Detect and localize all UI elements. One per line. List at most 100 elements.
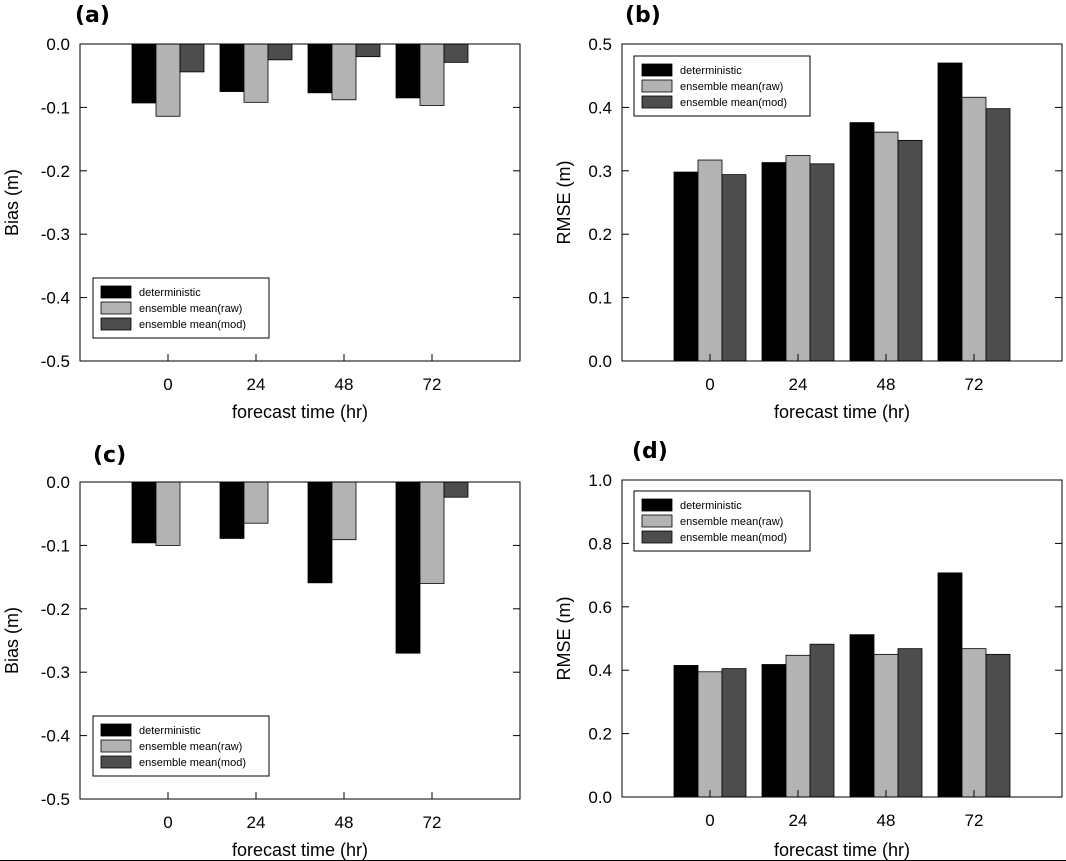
bar-deterministic-48 — [307, 481, 333, 584]
y-axis-title: RMSE (m) — [554, 161, 574, 245]
bar-deterministic-0 — [673, 665, 699, 798]
x-tick-label: 48 — [335, 813, 354, 832]
x-axis-title: forecast time (hr) — [774, 402, 910, 422]
bar-ensemble-mean-raw--0 — [155, 43, 181, 117]
bar-deterministic-0 — [131, 481, 157, 544]
bar-ensemble-mean-raw--72 — [419, 43, 445, 106]
x-axis-title: forecast time (hr) — [232, 402, 368, 422]
legend-swatch — [100, 285, 132, 299]
y-tick-label: 0.6 — [588, 598, 612, 617]
bar-ensemble-mean-raw--24 — [243, 43, 269, 103]
bar-deterministic-72 — [395, 481, 421, 654]
legend-swatch — [641, 95, 673, 109]
bar-ensemble-mean-raw--72 — [961, 648, 987, 798]
bar-deterministic-72 — [937, 572, 963, 798]
y-tick-label: -0.1 — [41, 536, 70, 555]
y-tick-label: -0.4 — [41, 727, 70, 746]
y-axis-title: RMSE (m) — [554, 597, 574, 681]
bar-ensemble-mean-mod--48 — [355, 43, 381, 58]
chart-panel-b: (b) 0.0 0.1 0.2 0.3 0.4 0.5 0 24 48 72 forecast tim… — [554, 3, 1063, 422]
bar-ensemble-mean-raw--48 — [873, 131, 899, 362]
x-tick-label: 0 — [705, 375, 714, 394]
legend-swatch — [641, 79, 673, 93]
y-tick-label: 0.2 — [588, 725, 612, 744]
plot-frame — [621, 43, 1063, 362]
legend-label: deterministic — [139, 725, 201, 737]
y-tick-label: 0.4 — [588, 661, 612, 680]
x-axis-title: forecast time (hr) — [774, 840, 910, 860]
y-tick-label: 0.0 — [588, 788, 612, 807]
panel-label: (a) — [75, 3, 110, 28]
x-tick-label: 24 — [789, 811, 808, 830]
y-tick-label: -0.3 — [41, 663, 70, 682]
bar-deterministic-24 — [761, 162, 787, 362]
legend: deterministic ensemble mean(raw) ensemble … — [92, 715, 270, 777]
y-tick-label: -0.2 — [41, 600, 70, 619]
y-tick-label: -0.2 — [41, 162, 70, 181]
bar-deterministic-0 — [131, 43, 157, 104]
legend-swatch — [100, 301, 132, 315]
legend-label: ensemble mean(raw) — [680, 516, 783, 528]
y-tick-label: 0.0 — [46, 473, 70, 492]
legend: deterministic ensemble mean(raw) ensemble … — [92, 277, 270, 339]
bar-ensemble-mean-raw--24 — [785, 155, 811, 362]
legend-swatch — [641, 63, 673, 77]
legend-swatch — [100, 317, 132, 331]
bar-ensemble-mean-raw--24 — [243, 481, 269, 524]
legend-swatch — [641, 530, 673, 544]
y-tick-label: 0.0 — [46, 35, 70, 54]
x-tick-label: 0 — [705, 811, 714, 830]
panel-label: (d) — [632, 439, 668, 464]
bar-deterministic-48 — [849, 634, 875, 798]
bar-ensemble-mean-mod--24 — [809, 643, 835, 798]
legend: deterministic ensemble mean(raw) ensemble … — [633, 55, 811, 117]
x-tick-label: 0 — [163, 813, 172, 832]
bar-ensemble-mean-raw--48 — [331, 481, 357, 541]
bar-deterministic-72 — [937, 62, 963, 362]
legend-swatch — [100, 755, 132, 769]
bar-ensemble-mean-mod--0 — [721, 174, 747, 362]
x-tick-label: 48 — [877, 375, 896, 394]
bar-ensemble-mean-raw--0 — [697, 671, 723, 798]
bar-ensemble-mean-raw--48 — [873, 653, 899, 798]
plot-frame — [79, 43, 521, 362]
y-tick-label: -0.1 — [41, 98, 70, 117]
y-tick-label: 1.0 — [588, 471, 612, 490]
y-axis-title: Bias (m) — [2, 607, 22, 674]
bar-deterministic-0 — [673, 171, 699, 362]
bar-ensemble-mean-mod--24 — [267, 43, 293, 61]
bar-deterministic-24 — [219, 43, 245, 92]
legend-label: ensemble mean(raw) — [680, 81, 783, 93]
y-tick-label: -0.5 — [41, 352, 70, 371]
y-tick-label: 0.5 — [588, 35, 612, 54]
bar-ensemble-mean-raw--0 — [697, 159, 723, 362]
bar-ensemble-mean-raw--72 — [961, 96, 987, 362]
chart-panel-c: (c) 0.0 -0.1 -0.2 -0.3 -0.4 -0.5 0 24 48 72 forecas… — [2, 443, 521, 860]
plot-frame — [621, 479, 1063, 798]
bar-ensemble-mean-mod--0 — [721, 668, 747, 798]
legend: deterministic ensemble mean(raw) ensemble … — [633, 490, 811, 552]
x-tick-label: 72 — [965, 811, 984, 830]
legend-label: ensemble mean(mod) — [139, 757, 246, 769]
y-tick-label: 0.4 — [588, 98, 612, 117]
bar-deterministic-24 — [761, 664, 787, 798]
bar-ensemble-mean-mod--48 — [897, 139, 923, 362]
x-tick-label: 72 — [423, 813, 442, 832]
x-axis-title: forecast time (hr) — [232, 840, 368, 860]
bar-ensemble-mean-raw--24 — [785, 654, 811, 798]
y-tick-label: 0.2 — [588, 225, 612, 244]
legend-label: ensemble mean(raw) — [139, 303, 242, 315]
legend-swatch — [100, 739, 132, 753]
x-tick-label: 48 — [877, 811, 896, 830]
y-tick-label: -0.3 — [41, 225, 70, 244]
bar-deterministic-24 — [219, 481, 245, 539]
bar-deterministic-72 — [395, 43, 421, 99]
legend-label: ensemble mean(mod) — [680, 97, 787, 109]
chart-panel-d: (d) 0.0 0.2 0.4 0.6 0.8 1.0 0 24 48 72 forecast tim… — [554, 439, 1063, 860]
y-tick-label: 0.0 — [588, 352, 612, 371]
legend-label: ensemble mean(raw) — [139, 741, 242, 753]
x-tick-label: 0 — [163, 375, 172, 394]
x-tick-label: 72 — [965, 375, 984, 394]
bar-ensemble-mean-mod--24 — [809, 163, 835, 362]
bar-ensemble-mean-mod--72 — [985, 653, 1011, 798]
